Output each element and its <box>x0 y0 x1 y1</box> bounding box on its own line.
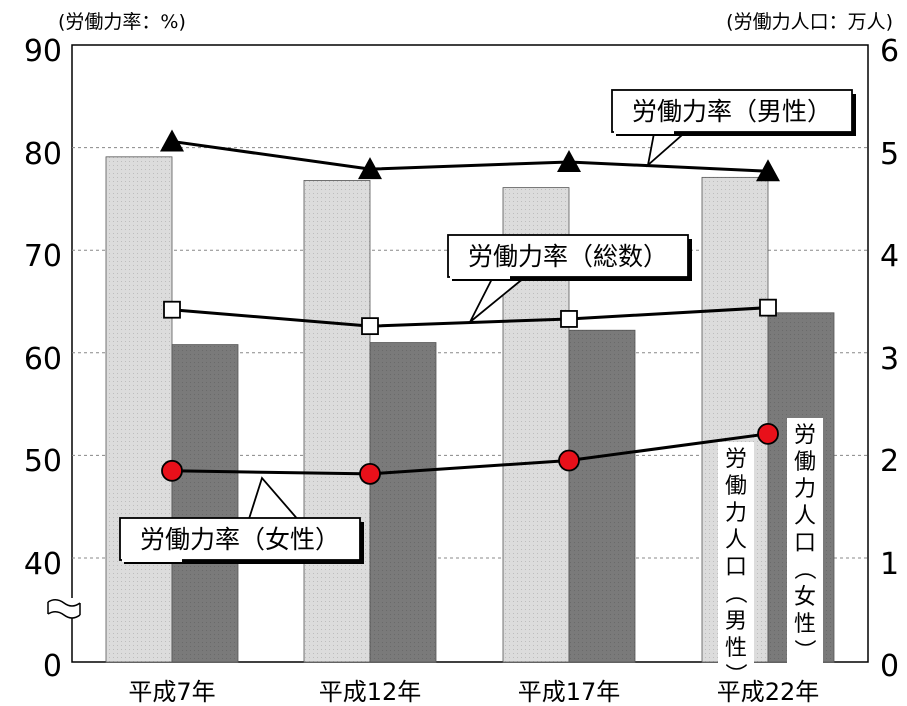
label-male-population-char: 口 <box>725 555 747 580</box>
left-tick-label: 80 <box>24 137 62 172</box>
right-tick-label: 5 <box>880 137 899 172</box>
label-female-population-bg <box>787 418 823 671</box>
right-tick-label: 2 <box>880 444 899 479</box>
x-tick-label: 平成17年 <box>518 678 621 706</box>
callout-male-rate-joint <box>614 124 674 134</box>
callout-male-rate: 労働力率（男性） <box>611 89 856 168</box>
series-line-circle <box>171 432 769 476</box>
label-female-population-char: 労 <box>794 423 816 448</box>
triangle-marker <box>160 129 184 152</box>
callout-female-rate-joint <box>122 552 182 562</box>
left-tick-label: 70 <box>24 239 62 274</box>
circle-marker <box>161 459 183 482</box>
right-tick-label: 1 <box>880 547 899 582</box>
label-female-population-char: 女 <box>794 585 816 610</box>
square-marker <box>361 317 379 336</box>
callout-total-rate-text: 労働力率（総数） <box>468 242 668 271</box>
callout-total-rate: 労働力率（総数） <box>447 234 692 323</box>
left-tick-label: 40 <box>24 547 62 582</box>
axis-break-icon <box>46 598 96 619</box>
label-male-population-char: 人 <box>725 528 747 553</box>
label-male-population-bg <box>718 442 754 695</box>
callout-female-rate: 労働力率（女性） <box>119 476 364 564</box>
circle-marker <box>757 422 779 445</box>
left-tick-label: 0 <box>43 649 62 684</box>
square-marker <box>759 298 777 317</box>
square-marker <box>163 300 181 319</box>
label-male-population-char: 性 <box>725 636 747 661</box>
label-female-population-char: 人 <box>794 504 816 529</box>
left-tick-label: 60 <box>24 342 62 377</box>
label-male-population-char: ） <box>722 663 747 685</box>
left-axis-label: (労働力率：%) <box>58 11 186 33</box>
x-tick-label: 平成22年 <box>717 678 820 706</box>
x-tick-label: 平成7年 <box>128 678 215 706</box>
right-axis-label: (労働力人口：万人) <box>726 11 893 33</box>
label-male-population-char: （ <box>722 582 747 604</box>
triangle-marker <box>557 149 581 172</box>
bar-female-population <box>369 342 437 663</box>
series-line-triangle <box>171 139 769 173</box>
label-female-population-char: 力 <box>794 477 816 502</box>
label-male-population-char: 男 <box>725 609 747 634</box>
right-tick-label: 4 <box>880 239 899 274</box>
x-tick-label: 平成12年 <box>319 678 422 706</box>
label-male-population-char: 力 <box>725 501 747 526</box>
label-female-population: 労働力人口（ 女性） <box>787 418 823 671</box>
square-marker <box>560 310 578 328</box>
bar-male-population <box>303 180 371 663</box>
bar-female-population <box>171 344 239 663</box>
label-female-population-char: 口 <box>794 531 816 556</box>
circle-marker <box>558 449 580 472</box>
left-tick-label: 50 <box>24 444 62 479</box>
triangle-marker <box>756 159 780 182</box>
label-female-population-char: 性 <box>794 612 816 637</box>
callout-female-rate-text: 労働力率（女性） <box>140 525 340 554</box>
label-female-population-char: （ <box>791 558 816 580</box>
right-tick-label: 6 <box>880 34 899 69</box>
circle-marker <box>359 462 381 485</box>
label-male-population: 労働力人口（ 男性） <box>718 442 754 695</box>
label-female-population-char: 働 <box>794 450 816 475</box>
bar-female-population <box>568 329 636 663</box>
triangle-marker <box>358 157 382 180</box>
label-female-population-char: ） <box>791 639 816 661</box>
callout-male-rate-text: 労働力率（男性） <box>632 97 832 126</box>
label-male-population-char: 働 <box>725 474 747 499</box>
label-male-population-char: 労 <box>725 447 747 472</box>
series-line-square <box>171 306 769 328</box>
callout-total-rate-joint <box>450 269 510 279</box>
bar-male-population <box>105 156 173 663</box>
left-tick-label: 90 <box>24 34 62 69</box>
right-tick-label: 3 <box>880 342 899 377</box>
right-tick-label: 0 <box>880 649 899 684</box>
